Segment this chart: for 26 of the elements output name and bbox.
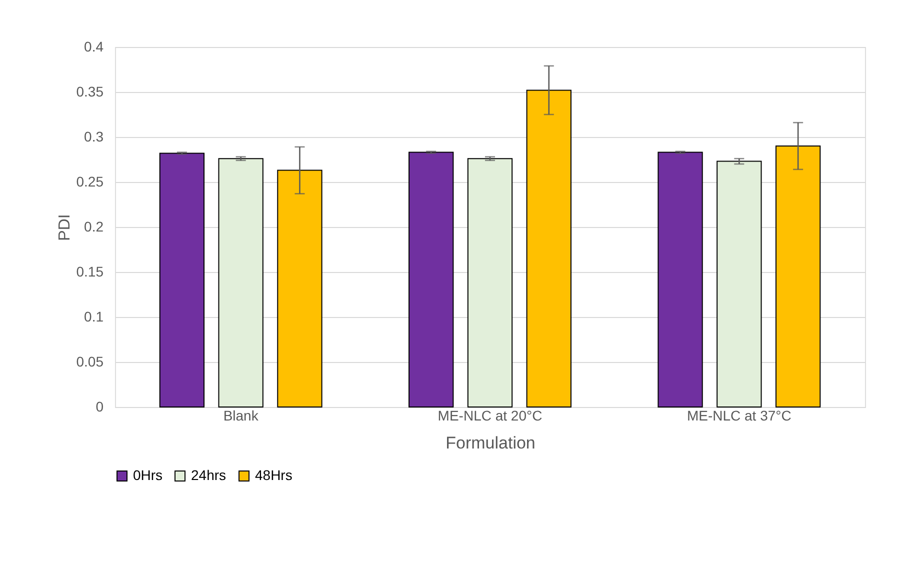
bar — [775, 146, 821, 408]
legend-label: 0Hrs — [133, 467, 163, 483]
x-axis-title: Formulation — [446, 434, 536, 452]
bar — [658, 152, 703, 408]
y-tick-label: 0 — [96, 398, 104, 414]
bar — [277, 170, 322, 408]
x-tick-label: ME-NLC at 37°C — [686, 408, 792, 424]
y-tick-label: 0.4 — [84, 38, 104, 54]
bar — [408, 152, 454, 408]
y-tick-label: 0.25 — [76, 174, 104, 190]
x-tick-label: ME-NLC at 20°C — [438, 408, 542, 424]
y-tick-label: 0.05 — [76, 354, 104, 370]
legend-label: 48Hrs — [255, 467, 292, 483]
bar — [467, 158, 513, 408]
x-tick-label: Blank — [223, 408, 260, 424]
bar — [218, 158, 264, 408]
y-tick-label: 0.2 — [84, 218, 104, 234]
y-tick-label: 0.1 — [84, 308, 104, 324]
legend-label: 24hrs — [191, 467, 226, 483]
y-tick-label: 0.15 — [76, 264, 104, 280]
bar — [159, 152, 205, 408]
bar — [526, 90, 572, 408]
y-tick-label: 0.3 — [84, 128, 104, 144]
bar — [716, 160, 762, 408]
y-axis-title: PDI — [56, 214, 74, 241]
y-tick-label: 0.35 — [76, 84, 104, 100]
